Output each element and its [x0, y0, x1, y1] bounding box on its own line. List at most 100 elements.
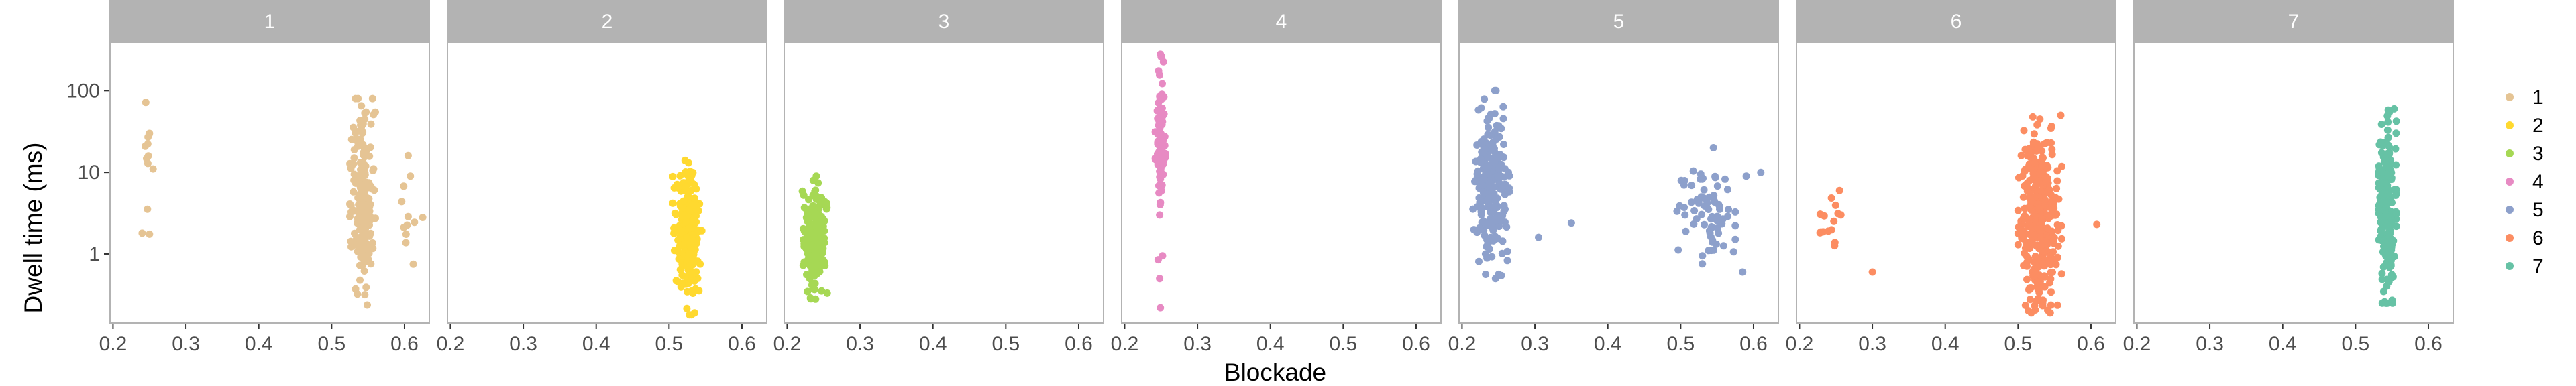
data-point — [1159, 170, 1167, 178]
data-point — [685, 176, 693, 184]
data-point — [1156, 201, 1164, 208]
facet-strip — [109, 0, 430, 42]
data-point — [2021, 302, 2029, 309]
data-point — [1491, 217, 1499, 225]
facet-points — [1469, 86, 1765, 283]
data-point — [690, 309, 698, 317]
data-point — [1485, 115, 1493, 123]
data-point — [2023, 258, 2031, 266]
data-point — [2381, 206, 2389, 214]
data-point — [1498, 184, 1506, 192]
data-point — [812, 262, 820, 269]
data-point — [2392, 210, 2400, 218]
x-tick-label: 0.3 — [2196, 333, 2224, 355]
data-point — [2392, 117, 2400, 125]
data-point — [1495, 152, 1503, 160]
x-tick-label: 0.5 — [655, 333, 683, 355]
facet-strip — [1458, 0, 1779, 42]
data-point — [2031, 253, 2039, 260]
facet-strip — [784, 0, 1104, 42]
facet-strip-label: 5 — [1613, 11, 1625, 33]
data-point — [2387, 271, 2396, 279]
data-point — [685, 206, 693, 214]
facet-points — [1816, 111, 2101, 317]
data-point — [1715, 200, 1723, 208]
data-point — [149, 165, 157, 173]
data-point — [2039, 302, 2047, 310]
data-point — [805, 255, 813, 263]
data-point — [2021, 249, 2029, 257]
x-tick-label: 0.4 — [2269, 333, 2297, 355]
data-point — [350, 146, 358, 153]
x-tick-label: 0.2 — [437, 333, 465, 355]
data-point — [2385, 278, 2393, 285]
data-point — [1707, 223, 1715, 231]
x-tick-label: 0.3 — [509, 333, 537, 355]
legend: 1 2 3 4 5 6 7 — [2506, 86, 2544, 277]
data-point — [1157, 304, 1165, 312]
data-point — [2387, 169, 2396, 177]
data-point — [1731, 222, 1739, 230]
data-point — [1159, 139, 1166, 147]
facet-strip — [447, 0, 767, 42]
data-point — [798, 187, 806, 195]
x-tick-label: 0.5 — [317, 333, 345, 355]
data-point — [1487, 203, 1495, 210]
x-tick-label: 0.4 — [1931, 333, 1960, 355]
data-point — [806, 275, 814, 283]
legend-label: 6 — [2532, 227, 2544, 249]
legend-item-4: 4 — [2506, 171, 2544, 193]
data-point — [2031, 159, 2039, 167]
data-point — [2033, 140, 2041, 148]
data-point — [688, 270, 696, 278]
data-point — [2038, 162, 2046, 170]
data-point — [2377, 138, 2385, 146]
data-point — [358, 102, 366, 110]
data-point — [1701, 220, 1708, 229]
data-point — [1497, 125, 1505, 133]
data-point — [403, 221, 411, 229]
legend-item-6: 6 — [2506, 227, 2544, 249]
data-point — [1499, 103, 1507, 111]
x-axis: 0.2 0.3 0.4 0.5 0.6 — [437, 324, 756, 355]
data-point — [2050, 234, 2058, 242]
data-point — [1725, 206, 1733, 214]
data-point — [354, 247, 362, 255]
data-point — [1700, 186, 1708, 194]
data-point — [2392, 145, 2400, 153]
data-point — [367, 120, 375, 128]
data-point — [1497, 271, 1505, 279]
data-point — [361, 144, 368, 152]
data-point — [1718, 220, 1726, 228]
data-point — [360, 267, 368, 275]
facet-panel-7: 7 0.2 0.3 0.4 0.5 0.6 — [2123, 0, 2454, 355]
x-tick-label: 0.3 — [1858, 333, 1886, 355]
data-point — [2034, 263, 2042, 271]
data-point — [1695, 199, 1703, 207]
data-point — [1757, 168, 1765, 176]
data-point — [1484, 196, 1492, 204]
facet-panel-2: 2 0.2 0.3 0.4 0.5 0.6 — [437, 0, 767, 355]
data-point — [1721, 175, 1729, 183]
data-point — [1156, 275, 1164, 283]
legend-key — [2506, 206, 2514, 214]
data-point — [358, 129, 366, 137]
data-point — [1155, 113, 1163, 121]
data-point — [1690, 207, 1699, 214]
data-point — [1480, 135, 1488, 143]
x-axis-title: Blockade — [1224, 359, 1326, 386]
data-point — [1499, 212, 1507, 220]
panel-area — [447, 42, 767, 324]
data-point — [2035, 170, 2043, 178]
data-point — [352, 285, 360, 293]
data-point — [144, 159, 152, 168]
panel-area — [2133, 42, 2454, 324]
x-tick-label: 0.4 — [919, 333, 947, 355]
y-tick-label: 100 — [66, 80, 100, 102]
data-point — [1699, 252, 1707, 260]
data-point — [670, 224, 678, 232]
facet-strip-label: 3 — [938, 11, 950, 33]
data-point — [350, 123, 358, 131]
x-tick-label: 0.5 — [1329, 333, 1357, 355]
legend-key — [2506, 93, 2514, 101]
